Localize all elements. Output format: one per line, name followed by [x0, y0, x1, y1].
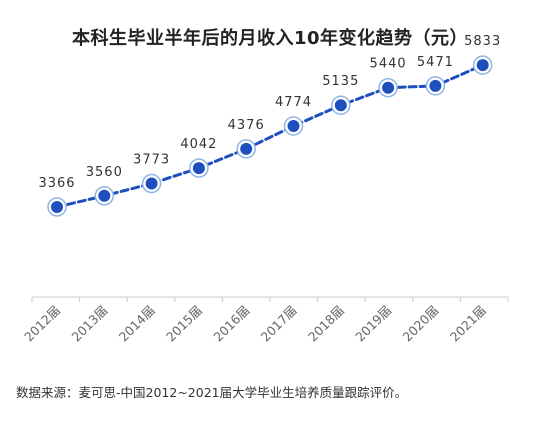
- data-label: 4042: [180, 137, 217, 152]
- data-point: [98, 189, 111, 202]
- data-label: 5471: [417, 55, 454, 70]
- data-point: [51, 200, 63, 213]
- data-label: 3366: [38, 176, 75, 191]
- x-tick-label: 2018届: [305, 303, 347, 345]
- x-tick-label: 2016届: [210, 303, 252, 345]
- data-point: [287, 119, 300, 132]
- data-label: 5440: [370, 57, 407, 72]
- data-point: [334, 99, 347, 112]
- chart-title: 本科生毕业半年后的月收入10年变化趋势（元）: [71, 28, 469, 49]
- data-label: 3773: [133, 153, 170, 168]
- data-label: 3560: [86, 165, 123, 180]
- x-tick-label: 2013届: [68, 303, 110, 345]
- x-tick-label: 2017届: [258, 303, 300, 345]
- data-label: 5135: [322, 74, 359, 89]
- x-tick-label: 2014届: [116, 303, 158, 345]
- data-label: 4376: [228, 118, 265, 133]
- data-label: 5833: [464, 34, 501, 49]
- x-tick-label: 2015届: [163, 303, 205, 345]
- data-point: [382, 81, 395, 94]
- data-point: [429, 79, 442, 92]
- data-point: [476, 59, 489, 72]
- data-point: [240, 142, 253, 155]
- series-line: [55, 63, 485, 209]
- x-tick-label: 2019届: [352, 303, 394, 345]
- data-point: [192, 162, 205, 175]
- data-point: [145, 177, 158, 190]
- x-tick-label: 2012届: [21, 303, 63, 345]
- source-note: 数据来源：麦可思-中国2012~2021届大学毕业生培养质量跟踪评价。: [16, 385, 408, 400]
- data-label: 4774: [275, 95, 312, 110]
- x-tick-label: 2021届: [447, 303, 489, 345]
- x-tick-label: 2020届: [400, 303, 442, 345]
